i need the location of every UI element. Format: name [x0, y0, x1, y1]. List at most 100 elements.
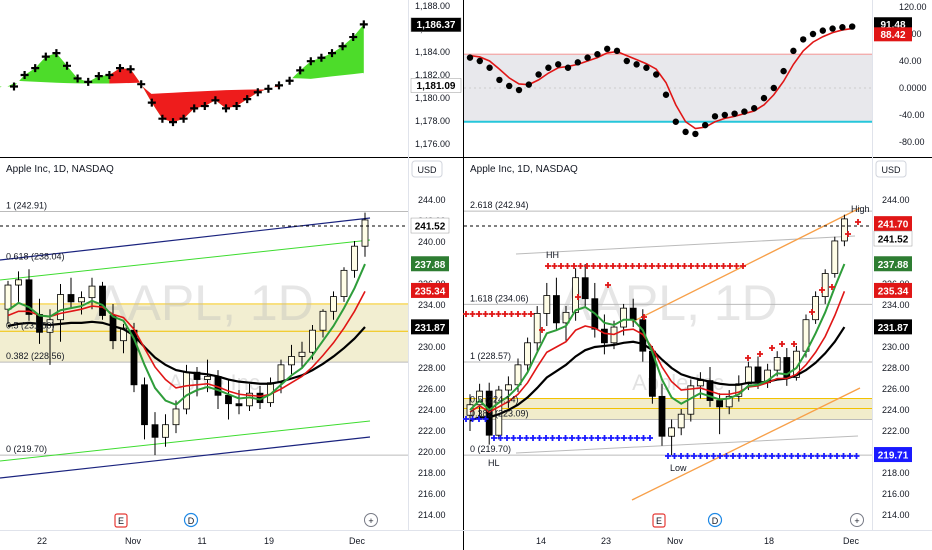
right-support-cross	[827, 453, 834, 459]
right-top-signal-line	[469, 27, 853, 130]
right-resistance-cross	[482, 311, 489, 317]
right-resistance-cross	[642, 263, 649, 269]
right-trend-orange-lower	[631, 387, 861, 501]
right-support-cross	[710, 453, 717, 459]
left-time-label: Dec	[349, 536, 366, 546]
right-top-dot	[643, 64, 650, 71]
right-resistance-cross	[508, 311, 515, 317]
right-resistance-cross	[551, 263, 558, 269]
right-support-cross	[517, 435, 523, 441]
right-top-dot	[829, 25, 836, 32]
right-signal-cross	[539, 327, 545, 333]
right-top-tag-text: 91.48	[880, 20, 905, 31]
left-top-cross-marker	[137, 80, 146, 89]
right-top-dot	[839, 24, 846, 31]
right-top-dot	[780, 67, 787, 75]
candle-up	[351, 245, 358, 271]
right-top-dot	[760, 94, 768, 102]
left-top-cross-marker	[116, 64, 124, 73]
candle-up	[773, 357, 781, 371]
right-currency-button[interactable]	[875, 160, 907, 178]
candle-up	[677, 413, 685, 429]
right-time-label: 14	[536, 536, 546, 546]
right-price-tag	[874, 282, 912, 298]
right-resistance-cross	[495, 311, 502, 317]
left-inner-lower	[0, 420, 371, 462]
left-channel-upper	[0, 217, 371, 261]
candle-up	[668, 427, 675, 437]
right-signal-cross	[809, 309, 815, 315]
right-resistance-cross	[603, 263, 610, 269]
right-chart-title: Apple Inc, 1D, NASDAQ	[470, 164, 578, 175]
left-top-tick: 1,188.00	[415, 1, 450, 11]
right-annotation-hl: HL	[488, 458, 500, 468]
right-time-label: Dec	[843, 536, 860, 546]
right-resistance-cross	[655, 263, 662, 269]
left-top-cross-marker	[31, 64, 40, 73]
right-resistance-cross	[590, 263, 597, 269]
candle-up	[298, 351, 306, 357]
right-support-cross	[504, 435, 510, 441]
right-support-cross	[704, 453, 710, 459]
right-earnings-marker[interactable]	[652, 513, 666, 528]
candle-down	[141, 384, 148, 426]
right-dividend-marker[interactable]	[707, 512, 723, 528]
left-watermark: AAPL, 1D	[94, 275, 314, 331]
left-top-cross-marker	[52, 49, 61, 58]
right-support-cross	[717, 453, 723, 459]
left-top-cross-marker	[306, 57, 315, 66]
left-dividend-marker[interactable]	[183, 512, 199, 528]
right-resistance-cross	[740, 263, 746, 269]
right-support-cross	[469, 416, 476, 422]
left-earnings-marker[interactable]	[114, 513, 128, 528]
right-event-marker-label: E	[656, 516, 662, 526]
right-support-cross	[736, 453, 743, 459]
left-price-tag	[411, 282, 449, 298]
right-support-cross	[834, 453, 840, 459]
left-price-tag	[410, 217, 450, 234]
left-top-cross-marker	[41, 52, 50, 61]
right-resistance-cross	[545, 263, 551, 269]
right-top-dot	[486, 64, 493, 71]
right-price-tag	[874, 256, 912, 272]
left-top-cross-marker	[253, 88, 262, 97]
left-top-cross-marker	[169, 118, 177, 127]
right-top-dot	[731, 110, 738, 117]
right-top-tag-text: 88.42	[880, 30, 905, 41]
right-fib-label: 1.618 (234.06)	[470, 293, 529, 303]
right-time-label: Nov	[667, 536, 684, 546]
right-resistance-cross	[502, 311, 508, 317]
left-add-event-marker[interactable]	[364, 513, 378, 527]
right-add-event-marker[interactable]	[850, 513, 864, 527]
candle-down	[716, 400, 723, 408]
right-resistance-cross	[571, 263, 577, 269]
right-support-cross	[463, 416, 469, 422]
right-price-tick: 234.00	[882, 300, 910, 310]
right-price-tag	[874, 447, 912, 463]
candle-up	[533, 312, 541, 344]
candle-up	[162, 424, 169, 438]
left-currency-button[interactable]	[411, 160, 443, 178]
right-resistance-cross	[688, 263, 694, 269]
candle-up	[812, 296, 819, 321]
right-fib-label: 1 (228.57)	[470, 351, 511, 361]
right-signal-cross	[779, 341, 785, 347]
right-top-dot	[623, 57, 630, 65]
left-price-tag-text: 231.87	[415, 323, 446, 334]
right-resistance-cross	[521, 311, 528, 317]
left-top-cross-marker	[359, 20, 368, 29]
right-price-tick: 228.00	[882, 363, 910, 373]
right-resistance-cross	[629, 263, 636, 269]
right-top-dot	[721, 111, 728, 119]
right-fib-label: 2.618 (242.94)	[470, 200, 529, 210]
right-top-dot	[515, 86, 523, 94]
left-top-cross-marker	[20, 71, 29, 79]
right-price-tag	[873, 230, 913, 247]
right-top-dot	[662, 91, 670, 98]
left-fib-label: 0.5 (231.50)	[6, 320, 55, 330]
right-support-cross	[536, 435, 543, 441]
left-price-tag-text: 235.34	[415, 286, 446, 297]
right-top-dot	[633, 61, 640, 68]
candle-up	[15, 279, 22, 286]
